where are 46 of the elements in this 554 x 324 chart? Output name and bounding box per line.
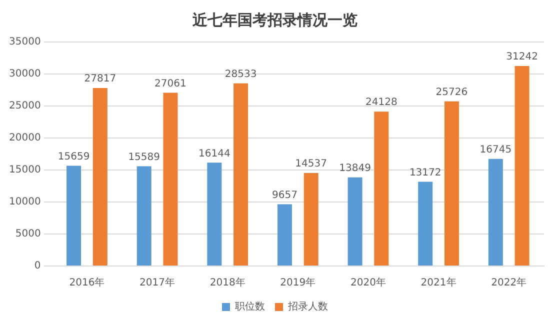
bar — [418, 182, 433, 266]
bar — [136, 166, 152, 266]
x-tick-label: 2019年 — [280, 276, 316, 289]
bar — [66, 166, 82, 266]
bar — [514, 66, 530, 266]
data-label: 28533 — [224, 68, 257, 80]
data-label: 16144 — [198, 148, 230, 160]
legend-label: 职位数 — [235, 300, 265, 313]
y-tick-label: 30000 — [9, 68, 41, 80]
data-label: 31242 — [506, 52, 538, 63]
y-tick-label: 25000 — [9, 100, 41, 112]
data-label: 15589 — [128, 152, 160, 163]
data-label: 24128 — [365, 97, 398, 108]
data-label: 16745 — [480, 144, 512, 156]
x-tick-label: 2016年 — [69, 276, 105, 289]
bar — [234, 83, 248, 266]
data-label: 13849 — [339, 162, 371, 174]
bar — [277, 204, 292, 266]
legend-label: 招录人数 — [287, 300, 328, 313]
data-label: 27061 — [154, 78, 186, 90]
x-tick-label: 2022年 — [491, 276, 527, 289]
bar — [92, 88, 108, 266]
x-tick-label: 2017年 — [140, 276, 176, 289]
bar — [348, 177, 362, 266]
y-tick-label: 10000 — [9, 196, 41, 208]
y-tick-label: 15000 — [9, 164, 41, 176]
bar — [304, 172, 318, 266]
x-tick-label: 2020年 — [350, 276, 386, 289]
data-label: 27817 — [84, 74, 116, 85]
bar — [488, 158, 503, 266]
y-tick-label: 35000 — [9, 36, 41, 48]
x-tick-label: 2021年 — [420, 276, 456, 289]
data-label: 14537 — [295, 158, 327, 170]
bar — [444, 101, 459, 266]
y-tick-label: 5000 — [15, 228, 41, 240]
y-tick-label: 20000 — [9, 132, 41, 144]
y-tick-label: 0 — [34, 260, 41, 272]
bar — [374, 112, 389, 266]
bar — [163, 92, 178, 266]
data-label: 9657 — [272, 190, 298, 201]
bar — [207, 162, 222, 266]
data-label: 25726 — [436, 86, 468, 98]
data-label: 15659 — [58, 151, 90, 162]
chart-title: 近七年国考招录情况一览 — [192, 10, 358, 29]
data-label: 13172 — [409, 167, 442, 178]
x-tick-label: 2018年 — [210, 276, 246, 289]
